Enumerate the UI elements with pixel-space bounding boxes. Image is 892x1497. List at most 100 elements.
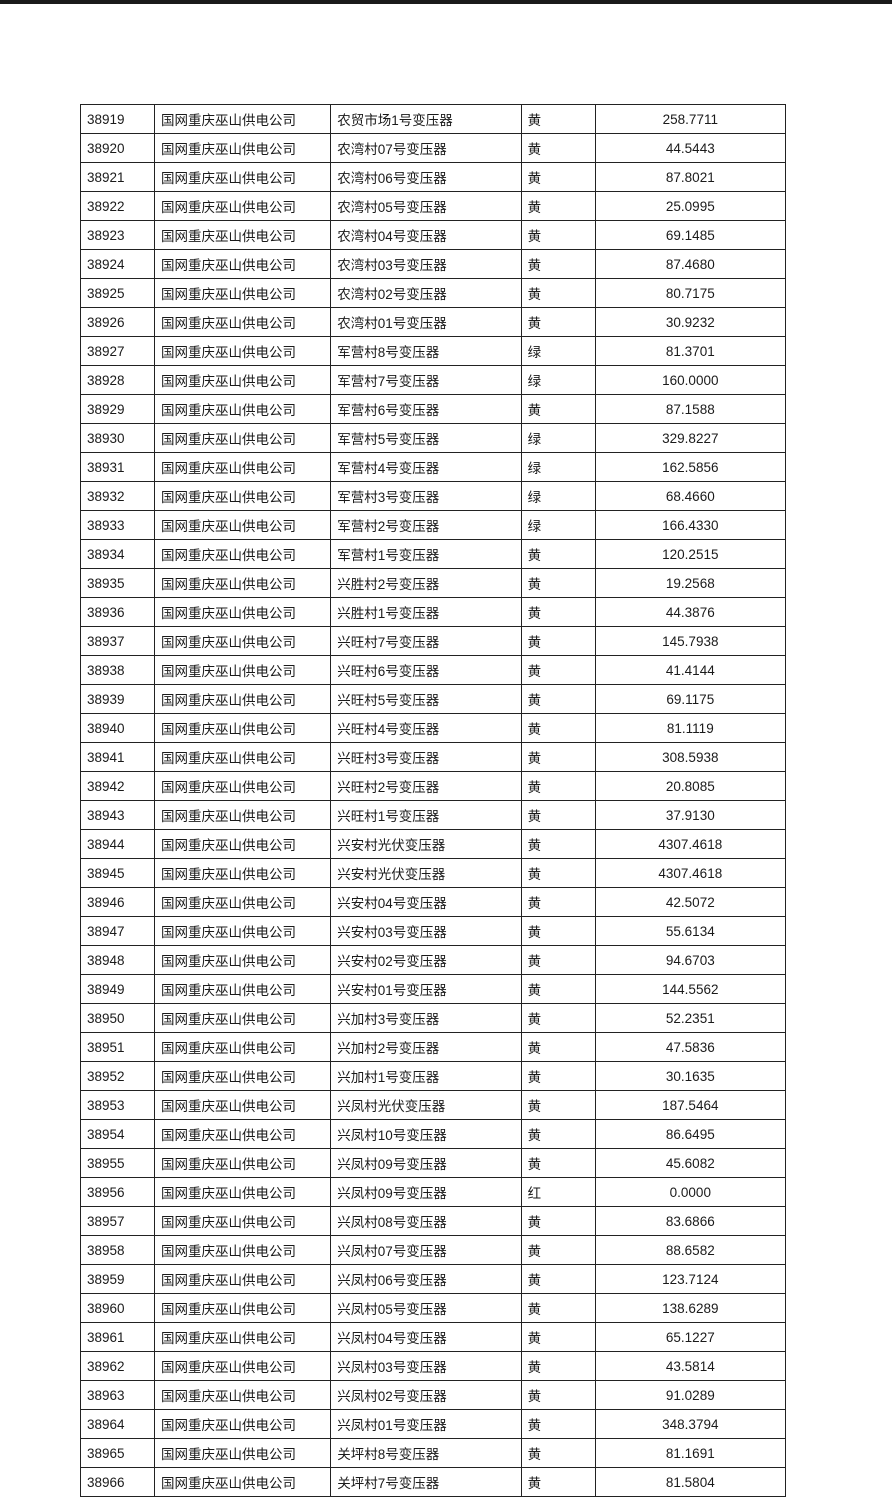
cell-record-id[interactable]: 38955	[81, 1149, 155, 1178]
cell-numeric-value[interactable]: 37.9130	[595, 801, 785, 830]
cell-numeric-value[interactable]: 80.7175	[595, 279, 785, 308]
cell-numeric-value[interactable]: 43.5814	[595, 1352, 785, 1381]
table-row[interactable]: 38928 国网重庆巫山供电公司 军营村7号变压器绿 160.0000	[81, 366, 786, 395]
cell-record-id[interactable]: 38929	[81, 395, 155, 424]
cell-record-id[interactable]: 38946	[81, 888, 155, 917]
cell-status-label[interactable]: 黄	[521, 163, 595, 192]
cell-company-name[interactable]: 国网重庆巫山供电公司	[155, 366, 331, 395]
table-row[interactable]: 38945 国网重庆巫山供电公司 兴安村光伏变压器黄 4307.4618	[81, 859, 786, 888]
cell-record-id[interactable]: 38924	[81, 250, 155, 279]
table-row[interactable]: 38958 国网重庆巫山供电公司 兴凤村07号变压器黄 88.6582	[81, 1236, 786, 1265]
cell-transformer-name[interactable]: 兴安村04号变压器	[331, 888, 521, 917]
table-row[interactable]: 38949 国网重庆巫山供电公司 兴安村01号变压器黄 144.5562	[81, 975, 786, 1004]
cell-company-name[interactable]: 国网重庆巫山供电公司	[155, 1120, 331, 1149]
cell-numeric-value[interactable]: 91.0289	[595, 1381, 785, 1410]
table-row[interactable]: 38920 国网重庆巫山供电公司 农湾村07号变压器黄 44.5443	[81, 134, 786, 163]
cell-record-id[interactable]: 38966	[81, 1468, 155, 1497]
cell-status-label[interactable]: 绿	[521, 482, 595, 511]
table-row[interactable]: 38935 国网重庆巫山供电公司 兴胜村2号变压器黄 19.2568	[81, 569, 786, 598]
cell-company-name[interactable]: 国网重庆巫山供电公司	[155, 598, 331, 627]
cell-status-label[interactable]: 绿	[521, 424, 595, 453]
cell-transformer-name[interactable]: 军营村3号变压器	[331, 482, 521, 511]
cell-status-label[interactable]: 黄	[521, 1236, 595, 1265]
cell-numeric-value[interactable]: 20.8085	[595, 772, 785, 801]
cell-numeric-value[interactable]: 41.4144	[595, 656, 785, 685]
cell-numeric-value[interactable]: 187.5464	[595, 1091, 785, 1120]
cell-record-id[interactable]: 38959	[81, 1265, 155, 1294]
cell-numeric-value[interactable]: 65.1227	[595, 1323, 785, 1352]
cell-status-label[interactable]: 黄	[521, 685, 595, 714]
cell-company-name[interactable]: 国网重庆巫山供电公司	[155, 1352, 331, 1381]
cell-status-label[interactable]: 黄	[521, 134, 595, 163]
cell-company-name[interactable]: 国网重庆巫山供电公司	[155, 1149, 331, 1178]
cell-company-name[interactable]: 国网重庆巫山供电公司	[155, 1091, 331, 1120]
cell-transformer-name[interactable]: 兴旺村5号变压器	[331, 685, 521, 714]
cell-transformer-name[interactable]: 兴加村1号变压器	[331, 1062, 521, 1091]
cell-numeric-value[interactable]: 258.7711	[595, 105, 785, 134]
table-row[interactable]: 38943 国网重庆巫山供电公司 兴旺村1号变压器黄 37.9130	[81, 801, 786, 830]
cell-status-label[interactable]: 黄	[521, 656, 595, 685]
cell-numeric-value[interactable]: 87.8021	[595, 163, 785, 192]
table-row[interactable]: 38955 国网重庆巫山供电公司 兴凤村09号变压器黄 45.6082	[81, 1149, 786, 1178]
cell-record-id[interactable]: 38923	[81, 221, 155, 250]
cell-company-name[interactable]: 国网重庆巫山供电公司	[155, 627, 331, 656]
cell-record-id[interactable]: 38947	[81, 917, 155, 946]
cell-status-label[interactable]: 黄	[521, 250, 595, 279]
cell-record-id[interactable]: 38945	[81, 859, 155, 888]
cell-record-id[interactable]: 38957	[81, 1207, 155, 1236]
cell-transformer-name[interactable]: 农湾村05号变压器	[331, 192, 521, 221]
cell-status-label[interactable]: 黄	[521, 1352, 595, 1381]
cell-status-label[interactable]: 绿	[521, 366, 595, 395]
cell-numeric-value[interactable]: 0.0000	[595, 1178, 785, 1207]
cell-company-name[interactable]: 国网重庆巫山供电公司	[155, 1062, 331, 1091]
cell-company-name[interactable]: 国网重庆巫山供电公司	[155, 801, 331, 830]
cell-record-id[interactable]: 38965	[81, 1439, 155, 1468]
cell-status-label[interactable]: 黄	[521, 192, 595, 221]
cell-numeric-value[interactable]: 30.1635	[595, 1062, 785, 1091]
cell-status-label[interactable]: 黄	[521, 714, 595, 743]
table-row[interactable]: 38940 国网重庆巫山供电公司 兴旺村4号变压器黄 81.1119	[81, 714, 786, 743]
cell-company-name[interactable]: 国网重庆巫山供电公司	[155, 830, 331, 859]
cell-record-id[interactable]: 38927	[81, 337, 155, 366]
cell-status-label[interactable]: 黄	[521, 1439, 595, 1468]
cell-numeric-value[interactable]: 81.3701	[595, 337, 785, 366]
cell-numeric-value[interactable]: 44.3876	[595, 598, 785, 627]
cell-record-id[interactable]: 38944	[81, 830, 155, 859]
cell-numeric-value[interactable]: 88.6582	[595, 1236, 785, 1265]
cell-transformer-name[interactable]: 兴凤村03号变压器	[331, 1352, 521, 1381]
cell-numeric-value[interactable]: 55.6134	[595, 917, 785, 946]
cell-transformer-name[interactable]: 兴胜村2号变压器	[331, 569, 521, 598]
table-row[interactable]: 38924 国网重庆巫山供电公司 农湾村03号变压器黄 87.4680	[81, 250, 786, 279]
cell-company-name[interactable]: 国网重庆巫山供电公司	[155, 859, 331, 888]
cell-transformer-name[interactable]: 军营村2号变压器	[331, 511, 521, 540]
cell-record-id[interactable]: 38961	[81, 1323, 155, 1352]
cell-company-name[interactable]: 国网重庆巫山供电公司	[155, 656, 331, 685]
cell-numeric-value[interactable]: 138.6289	[595, 1294, 785, 1323]
cell-transformer-name[interactable]: 兴安村02号变压器	[331, 946, 521, 975]
cell-status-label[interactable]: 黄	[521, 105, 595, 134]
cell-status-label[interactable]: 黄	[521, 221, 595, 250]
cell-numeric-value[interactable]: 120.2515	[595, 540, 785, 569]
cell-transformer-name[interactable]: 兴安村光伏变压器	[331, 859, 521, 888]
cell-company-name[interactable]: 国网重庆巫山供电公司	[155, 308, 331, 337]
cell-company-name[interactable]: 国网重庆巫山供电公司	[155, 946, 331, 975]
cell-record-id[interactable]: 38932	[81, 482, 155, 511]
cell-status-label[interactable]: 黄	[521, 1120, 595, 1149]
cell-status-label[interactable]: 黄	[521, 1265, 595, 1294]
cell-record-id[interactable]: 38952	[81, 1062, 155, 1091]
cell-record-id[interactable]: 38930	[81, 424, 155, 453]
cell-status-label[interactable]: 黄	[521, 743, 595, 772]
table-row[interactable]: 38953 国网重庆巫山供电公司 兴凤村光伏变压器黄 187.5464	[81, 1091, 786, 1120]
cell-company-name[interactable]: 国网重庆巫山供电公司	[155, 192, 331, 221]
cell-record-id[interactable]: 38940	[81, 714, 155, 743]
cell-transformer-name[interactable]: 兴凤村08号变压器	[331, 1207, 521, 1236]
cell-numeric-value[interactable]: 160.0000	[595, 366, 785, 395]
table-row[interactable]: 38934 国网重庆巫山供电公司 军营村1号变压器黄 120.2515	[81, 540, 786, 569]
table-row[interactable]: 38951 国网重庆巫山供电公司 兴加村2号变压器黄 47.5836	[81, 1033, 786, 1062]
cell-record-id[interactable]: 38938	[81, 656, 155, 685]
cell-status-label[interactable]: 黄	[521, 1381, 595, 1410]
cell-record-id[interactable]: 38921	[81, 163, 155, 192]
cell-record-id[interactable]: 38934	[81, 540, 155, 569]
cell-transformer-name[interactable]: 军营村6号变压器	[331, 395, 521, 424]
cell-record-id[interactable]: 38931	[81, 453, 155, 482]
